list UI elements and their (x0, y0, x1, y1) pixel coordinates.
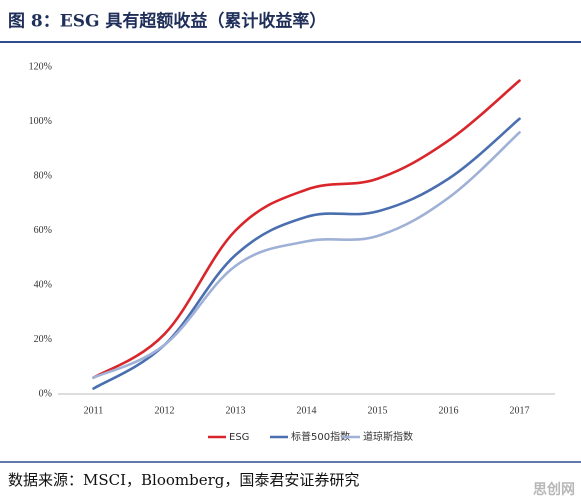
series-line (92, 131, 521, 379)
x-tick-label: 2011 (84, 405, 104, 416)
watermark: 思创网 (533, 481, 575, 498)
series-line (92, 117, 521, 390)
x-tick-label: 2015 (368, 405, 388, 416)
series-line (92, 79, 521, 379)
y-tick-label: 100% (29, 116, 52, 127)
x-tick-label: 2014 (297, 405, 317, 416)
y-tick-label: 80% (34, 170, 52, 181)
y-tick-label: 0% (39, 388, 52, 399)
x-tick-label: 2013 (226, 405, 246, 416)
y-tick-label: 120% (29, 61, 52, 72)
x-tick-label: 2012 (155, 405, 175, 416)
x-tick-label: 2016 (439, 405, 459, 416)
x-tick-label: 2017 (510, 405, 530, 416)
y-tick-label: 20% (34, 334, 52, 345)
chart-title: 图 8：ESG 具有超额收益（累计收益率） (8, 11, 326, 32)
source-note: 数据来源：MSCI，Bloomberg，国泰君安证券研究 (8, 471, 359, 489)
legend-label: ESG (229, 432, 249, 443)
y-tick-label: 60% (34, 225, 52, 236)
legend-label: 标普500指数 (291, 430, 350, 443)
legend-label: 道琼斯指数 (363, 430, 413, 443)
y-tick-label: 40% (34, 279, 52, 290)
